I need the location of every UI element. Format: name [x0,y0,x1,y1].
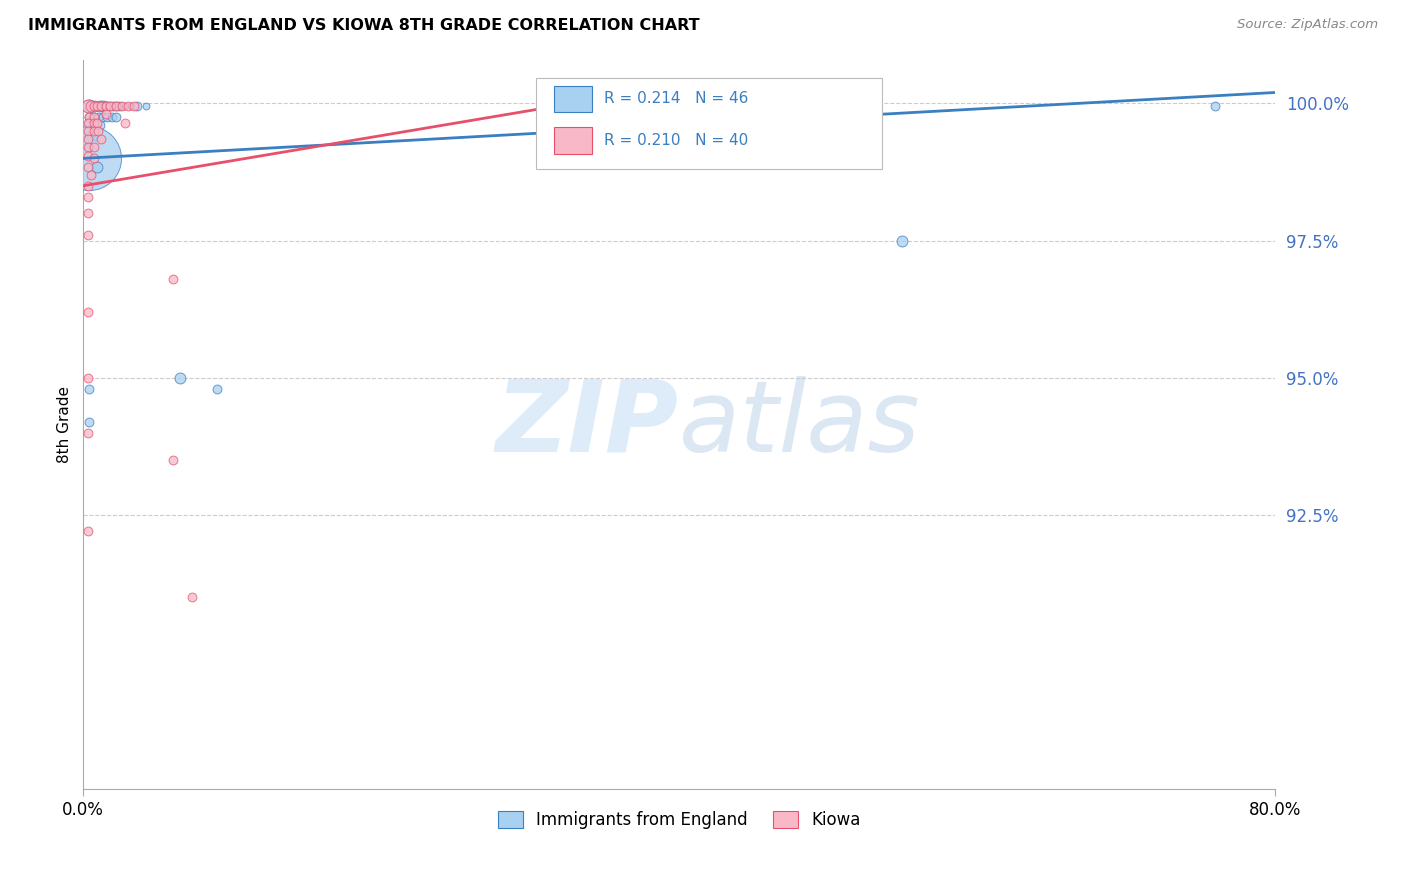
Point [83,116,105,130]
Point [114,99,136,113]
Point [87,124,110,138]
Point [76,425,98,440]
Point [77,116,100,130]
Point [135,99,157,113]
Point [77,110,100,124]
Point [86,99,108,113]
Point [90,132,112,146]
Point [89,99,111,113]
Point [77,152,100,166]
Point [76,305,98,319]
Point [83,152,105,166]
Point [207,382,229,396]
Point [76,99,98,113]
Point [120,99,142,113]
Point [76,132,98,146]
Point [98,99,121,113]
Point [83,119,105,133]
Point [169,371,191,385]
Point [891,234,914,248]
Point [91,110,114,124]
Point [76,178,98,193]
Point [90,99,112,113]
Legend: Immigrants from England, Kiowa: Immigrants from England, Kiowa [491,804,868,836]
Point [105,110,128,124]
Point [105,99,128,113]
Point [83,110,105,124]
Point [94,107,117,121]
Point [76,206,98,220]
Point [80,99,103,113]
Point [111,99,134,113]
Point [76,148,98,162]
Point [94,99,117,113]
FancyBboxPatch shape [554,86,592,112]
Point [162,272,184,286]
Text: IMMIGRANTS FROM ENGLAND VS KIOWA 8TH GRADE CORRELATION CHART: IMMIGRANTS FROM ENGLAND VS KIOWA 8TH GRA… [28,18,700,33]
Point [77,129,100,144]
Point [83,124,105,138]
Point [114,116,136,130]
Point [96,99,118,113]
Point [86,99,108,113]
Point [77,140,100,154]
Point [80,168,103,182]
Point [105,99,128,113]
Point [125,99,148,113]
Point [100,110,122,124]
Point [76,371,98,385]
Point [122,99,145,113]
Point [76,160,98,174]
Point [86,116,108,130]
FancyBboxPatch shape [554,128,592,153]
FancyBboxPatch shape [536,78,882,169]
Point [117,99,139,113]
Point [1204,99,1226,113]
Point [76,124,98,138]
Y-axis label: 8th Grade: 8th Grade [58,386,72,463]
Point [93,99,115,113]
Point [89,119,111,133]
Point [108,99,131,113]
Text: ZIP: ZIP [496,376,679,473]
Point [76,228,98,243]
Text: Source: ZipAtlas.com: Source: ZipAtlas.com [1237,18,1378,31]
Point [86,160,108,174]
Point [76,524,98,539]
Point [84,129,107,144]
Text: R = 0.214   N = 46: R = 0.214 N = 46 [605,91,748,106]
Point [77,110,100,124]
Point [162,453,184,467]
Point [76,140,98,154]
Point [91,99,114,113]
Point [111,99,134,113]
Point [181,591,204,605]
Point [77,99,100,113]
Point [101,99,124,113]
Text: R = 0.210   N = 40: R = 0.210 N = 40 [605,133,748,148]
Point [83,99,105,113]
Point [76,116,98,130]
Point [83,140,105,154]
Point [77,382,100,396]
Point [76,190,98,204]
Point [98,99,121,113]
Point [94,99,117,113]
Point [77,415,100,429]
Point [96,110,118,124]
Point [87,110,110,124]
Text: atlas: atlas [679,376,921,473]
Point [83,110,105,124]
Point [83,99,105,113]
